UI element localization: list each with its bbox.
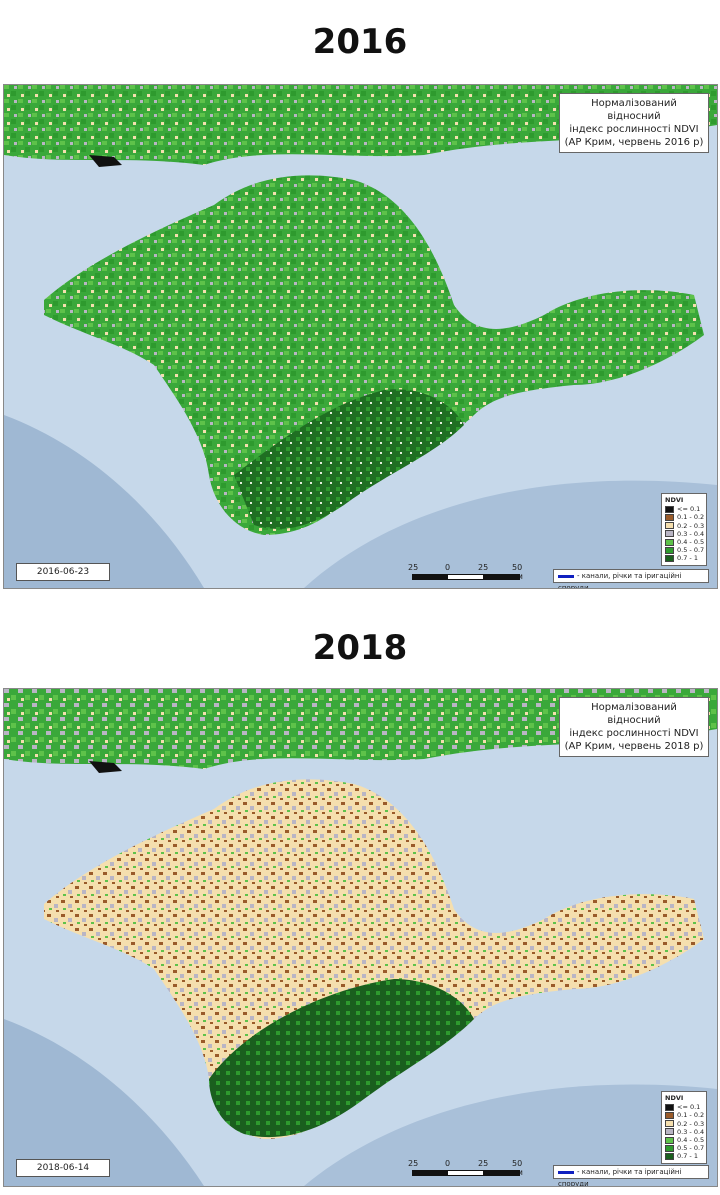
- year-heading-2018: 2018: [312, 628, 408, 668]
- legend-item: 0.4 - 0.5: [665, 538, 704, 546]
- legend-item: 0.2 - 0.3: [665, 522, 704, 530]
- ndvi-legend-2016: NDVI <= 0.1 0.1 - 0.2 0.2 - 0.3 0.3 - 0.…: [661, 493, 707, 566]
- scale-bar-2016: 25 0 25 50 км: [404, 563, 534, 587]
- canal-line-icon: [558, 1170, 574, 1174]
- legend-item: <= 0.1: [665, 505, 703, 513]
- map-canvas-2018: [4, 689, 717, 1186]
- map-canvas-2016: [4, 85, 717, 588]
- legend-item: 0.7 - 1: [665, 1152, 703, 1160]
- legend-item: 0.1 - 0.2: [665, 513, 704, 521]
- legend-item: 0.3 - 0.4: [665, 530, 704, 538]
- map-title-2018: Нормалізований відносний індекс рослинно…: [559, 697, 709, 757]
- year-heading-2016: 2016: [312, 22, 408, 62]
- canal-legend-2018: - канали, річки та іригаційні споруди: [553, 1165, 709, 1186]
- canal-legend-2016: - канали, річки та іригаційні споруди: [553, 569, 709, 588]
- legend-item: 0.3 - 0.4: [665, 1128, 704, 1136]
- canal-line-icon: [558, 574, 574, 578]
- legend-item: 0.5 - 0.7: [665, 1144, 704, 1152]
- legend-item: 0.1 - 0.2: [665, 1111, 704, 1119]
- legend-item: 0.7 - 1: [665, 554, 703, 562]
- map-title-2016: Нормалізований відносний індекс рослинно…: [559, 93, 709, 153]
- legend-item: <= 0.1: [665, 1103, 703, 1111]
- date-label-2018: 2018-06-14: [16, 1159, 110, 1177]
- date-label-2016: 2016-06-23: [16, 563, 110, 581]
- ndvi-map-2018: Нормалізований відносний індекс рослинно…: [3, 688, 718, 1187]
- legend-item: 0.5 - 0.7: [665, 546, 704, 554]
- ndvi-legend-2018: NDVI <= 0.1 0.1 - 0.2 0.2 - 0.3 0.3 - 0.…: [661, 1091, 707, 1164]
- legend-item: 0.2 - 0.3: [665, 1120, 704, 1128]
- scale-bar-2018: 25 0 25 50 км: [404, 1159, 534, 1183]
- ndvi-map-2016: Нормалізований відносний індекс рослинно…: [3, 84, 718, 589]
- legend-item: 0.4 - 0.5: [665, 1136, 704, 1144]
